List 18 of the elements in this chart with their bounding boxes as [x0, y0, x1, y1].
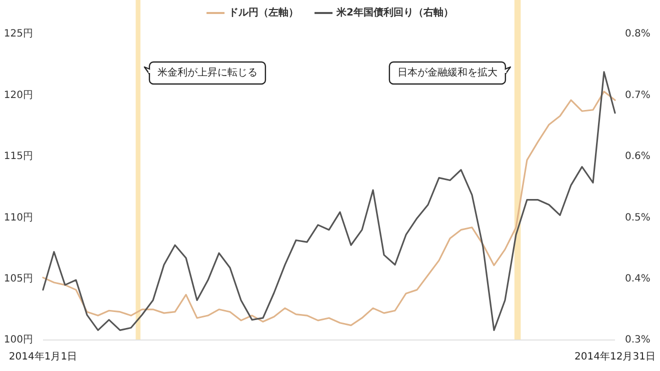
legend-label: 米2年国債利回り（右軸） — [336, 6, 454, 19]
y2-tick-label: 0.6% — [625, 151, 650, 162]
band-label: 米金利が上昇に転じる — [157, 66, 258, 79]
y2-tick-label: 0.5% — [625, 212, 650, 224]
y2-tick-label: 0.3% — [625, 334, 650, 346]
y-tick-label: 125円 — [4, 28, 33, 40]
band-label: 日本が金融緩和を拡大 — [397, 66, 498, 79]
legend-label: ドル円（左軸） — [228, 6, 299, 19]
y2-tick-label: 0.4% — [625, 274, 650, 285]
y2-tick-label: 0.8% — [625, 28, 650, 40]
y-tick-label: 120円 — [4, 90, 33, 101]
y-tick-label: 105円 — [4, 274, 33, 285]
y-tick-label: 100円 — [4, 334, 33, 346]
y-tick-label: 115円 — [4, 151, 33, 162]
y-tick-label: 110円 — [4, 212, 33, 224]
x-tick-label: 2014年1月1日 — [8, 350, 78, 363]
y2-tick-label: 0.7% — [625, 90, 650, 101]
x-tick-label: 2014年12月31日 — [574, 350, 656, 363]
